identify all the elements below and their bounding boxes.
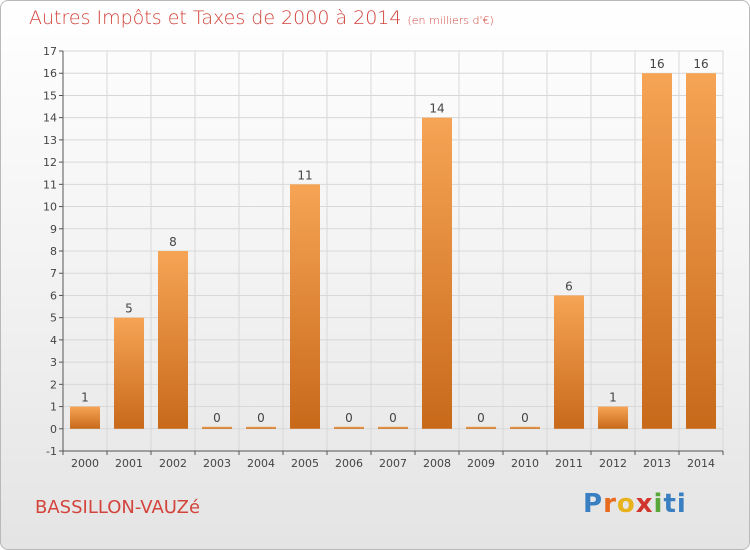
y-tick-label: 17	[43, 45, 57, 58]
data-label: 0	[213, 411, 221, 425]
x-tick-label: 2004	[247, 457, 275, 470]
y-tick-label: 12	[43, 156, 57, 169]
y-tick-label: 13	[43, 134, 57, 147]
bar-2003	[202, 426, 232, 429]
unit-label: (en milliers d'€)	[407, 14, 494, 27]
data-label: 16	[693, 57, 708, 71]
x-tick-label: 2013	[643, 457, 671, 470]
data-label: 0	[345, 411, 353, 425]
data-label: 8	[169, 235, 177, 249]
data-label: 0	[521, 411, 529, 425]
y-tick-label: 6	[50, 289, 57, 302]
bar-2005	[290, 184, 320, 429]
y-tick-label: 0	[50, 423, 57, 436]
place-name: BASSILLON-VAUZé	[35, 497, 201, 518]
x-tick-label: 2007	[379, 457, 407, 470]
x-tick-label: 2005	[291, 457, 319, 470]
bar-2012	[598, 406, 628, 429]
bar-2013	[642, 73, 672, 429]
bar-2002	[158, 251, 188, 429]
data-label: 1	[609, 391, 617, 405]
data-label: 0	[477, 411, 485, 425]
x-tick-label: 2002	[159, 457, 187, 470]
y-tick-label: 14	[43, 112, 57, 125]
bar-2001	[114, 317, 144, 429]
data-label: 6	[565, 279, 573, 293]
x-tick-label: 2008	[423, 457, 451, 470]
data-label: 5	[125, 302, 133, 316]
bar-2010	[510, 426, 540, 429]
y-tick-label: 15	[43, 89, 57, 102]
x-tick-label: 2000	[71, 457, 99, 470]
data-label: 16	[649, 57, 664, 71]
chart-title: Autres Impôts et Taxes de 2000 à 2014 (en…	[29, 7, 494, 29]
data-label: 0	[257, 411, 265, 425]
y-tick-label: 9	[50, 223, 57, 236]
y-tick-label: 5	[50, 312, 57, 325]
bar-2000	[70, 406, 100, 429]
x-tick-label: 2001	[115, 457, 143, 470]
bar-2007	[378, 426, 408, 429]
y-tick-label: 7	[50, 267, 57, 280]
bar-2008	[422, 117, 452, 429]
x-tick-label: 2010	[511, 457, 539, 470]
bar-2014	[686, 73, 716, 429]
y-tick-label: 16	[43, 67, 57, 80]
x-tick-label: 2009	[467, 457, 495, 470]
x-tick-label: 2012	[599, 457, 627, 470]
proxiti-logo: Proxiti	[583, 489, 687, 519]
y-tick-label: 2	[50, 378, 57, 391]
y-tick-label: 11	[43, 178, 57, 191]
y-tick-label: 1	[50, 401, 57, 414]
bar-2004	[246, 426, 276, 429]
data-label: 11	[297, 168, 312, 182]
data-label: 1	[81, 391, 89, 405]
x-tick-label: 2011	[555, 457, 583, 470]
data-label: 0	[389, 411, 397, 425]
x-tick-label: 2006	[335, 457, 363, 470]
y-tick-label: 10	[43, 201, 57, 214]
data-label: 14	[429, 102, 444, 116]
y-tick-label: -1	[46, 445, 57, 458]
x-tick-label: 2003	[203, 457, 231, 470]
bar-2006	[334, 426, 364, 429]
bar-2011	[554, 295, 584, 429]
x-tick-label: 2014	[687, 457, 715, 470]
bar-2009	[466, 426, 496, 429]
y-tick-label: 3	[50, 356, 57, 369]
title-text: Autres Impôts et Taxes de 2000 à 2014	[29, 7, 402, 29]
y-tick-label: 4	[50, 334, 57, 347]
y-tick-label: 8	[50, 245, 57, 258]
